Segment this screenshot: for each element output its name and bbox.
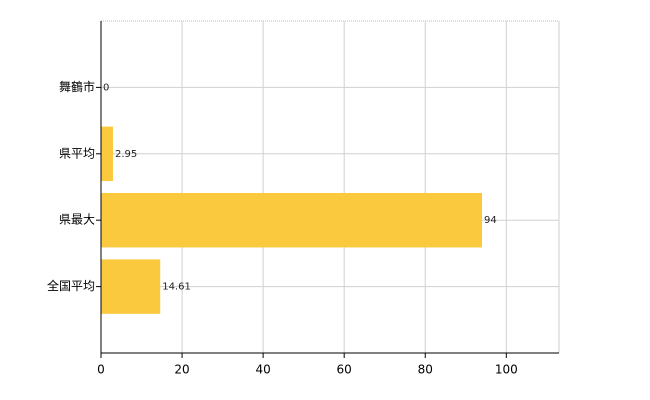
x-tick-label: 80: [418, 363, 433, 377]
y-tick-label: 県最大: [59, 213, 95, 227]
x-tick-label: 20: [174, 363, 189, 377]
bar: [101, 259, 161, 314]
x-tick-label: 100: [495, 363, 518, 377]
y-tick-label: 舞鶴市: [59, 79, 95, 94]
bar: [101, 126, 113, 182]
x-tick-label: 40: [255, 363, 270, 377]
x-tick-label: 60: [337, 363, 352, 377]
y-tick-label: 全国平均: [47, 278, 95, 293]
value-label: 0: [103, 82, 109, 93]
y-tick-label: 県平均: [59, 146, 95, 160]
x-tick-label: 0: [97, 363, 105, 377]
value-label: 14.61: [162, 282, 191, 293]
value-label: 2.95: [115, 149, 137, 160]
bar: [101, 192, 482, 248]
value-label: 94: [484, 215, 497, 226]
